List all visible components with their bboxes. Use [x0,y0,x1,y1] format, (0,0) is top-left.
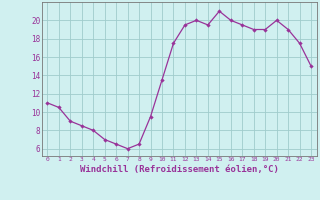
X-axis label: Windchill (Refroidissement éolien,°C): Windchill (Refroidissement éolien,°C) [80,165,279,174]
